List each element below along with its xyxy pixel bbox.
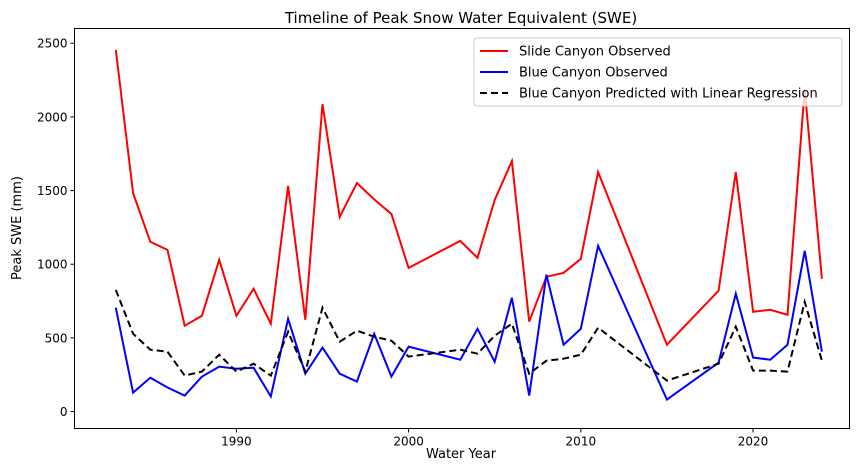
x-tick-label: 1990 [221,435,252,449]
y-tick-label: 2000 [37,110,68,124]
y-tick-label: 500 [45,331,68,345]
series-line-0 [114,49,823,347]
y-tick-label: 1500 [37,184,68,198]
y-tick-label: 1000 [37,258,68,272]
series-line-2 [114,289,823,382]
series-line-1 [114,242,823,402]
plot-frame [74,28,850,429]
x-axis-label: Water Year [426,447,497,462]
legend: Slide Canyon Observed Blue Canyon Observe… [473,37,843,107]
legend-box [473,37,843,107]
legend-label-0: Slide Canyon Observed [519,45,671,60]
plot-lines [114,49,823,402]
x-tick-label: 2020 [738,435,769,449]
y-tick-label: 0 [60,405,68,419]
y-axis-label: Peak SWE (mm) [10,176,25,280]
chart-title: Timeline of Peak Snow Water Equivalent (… [284,9,637,27]
x-axis-ticks: 1990 2000 2010 2020 [221,428,769,449]
legend-label-2: Blue Canyon Predicted with Linear Regres… [519,87,818,102]
y-tick-label: 2500 [37,37,68,51]
y-axis-ticks: 0 500 1000 1500 2000 2500 [37,37,75,419]
x-tick-label: 2010 [566,435,597,449]
x-tick-label: 2000 [393,435,424,449]
legend-label-1: Blue Canyon Observed [519,66,668,81]
